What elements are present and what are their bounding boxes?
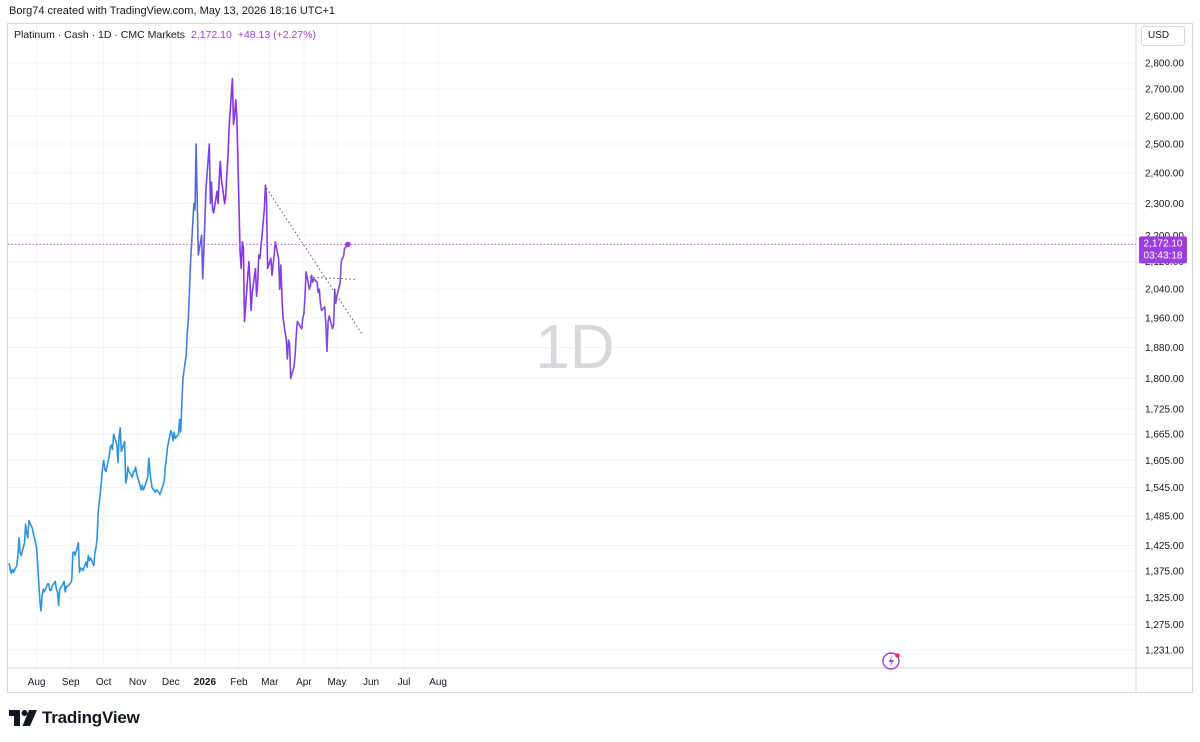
x-tick-label: Feb: [230, 677, 248, 688]
y-tick-label: 1,485.00: [1145, 511, 1184, 522]
price-tag-countdown: 03:43:18: [1144, 250, 1183, 261]
last-price-dot: [345, 241, 351, 248]
grid-lines: [8, 24, 1136, 668]
tradingview-wordmark: TradingView: [42, 708, 140, 727]
price-series: [8, 77, 349, 612]
symbol-legend[interactable]: Platinum · Cash · 1D · CMC Markets 2,172.…: [14, 29, 316, 41]
y-tick-label: 2,040.00: [1145, 285, 1184, 296]
interval-watermark: 1D: [535, 313, 614, 382]
price-tag-value: 2,172.10: [1144, 238, 1183, 249]
y-tick-label: 1,880.00: [1145, 343, 1184, 354]
price-tag: [1139, 236, 1187, 264]
x-tick-label: 2026: [194, 677, 217, 688]
chart-attribution: Borg74 created with TradingView.com, May…: [9, 5, 336, 17]
x-tick-label: Dec: [162, 677, 180, 688]
x-tick-label: Nov: [129, 677, 147, 688]
y-tick-label: 1,605.00: [1145, 456, 1184, 467]
tradingview-logo[interactable]: TradingView: [9, 707, 140, 729]
tradingview-logo-icon: [9, 710, 37, 726]
x-tick-label: Aug: [28, 677, 46, 688]
y-tick-label: 1,231.00: [1145, 645, 1184, 656]
y-tick-label: 2,500.00: [1145, 140, 1184, 151]
y-tick-label: 1,375.00: [1145, 566, 1184, 577]
y-tick-label: 1,325.00: [1145, 593, 1184, 604]
x-tick-label: Aug: [429, 677, 447, 688]
trendline[interactable]: [266, 187, 363, 335]
legend-change: +48.13 (+2.27%): [237, 29, 317, 41]
x-tick-label: Oct: [96, 677, 112, 688]
y-tick-label: 2,300.00: [1145, 199, 1184, 210]
y-tick-label: 1,960.00: [1145, 313, 1184, 324]
y-tick-label: 1,800.00: [1145, 374, 1184, 385]
alert-icon[interactable]: [882, 652, 900, 670]
y-tick-label: 1,275.00: [1145, 620, 1184, 631]
currency-button[interactable]: USD: [1141, 26, 1185, 46]
time-axis: Aug Sep Oct Nov Dec 2026 Feb Mar Apr May Jun Jul Aug: [28, 677, 447, 688]
price-axis: 2,800.00 2,700.00 2,600.00 2,500.00 2,400.00…: [8, 24, 1192, 692]
x-tick-label: Jun: [363, 677, 379, 688]
x-tick-label: Jul: [398, 677, 411, 688]
y-tick-label: 2,600.00: [1145, 112, 1184, 123]
y-tick-label: 1,545.00: [1145, 483, 1184, 494]
price-line[interactable]: [8, 77, 349, 612]
y-tick-label: 2,200.00: [1145, 231, 1184, 242]
y-tick-label: 1,665.00: [1145, 430, 1184, 441]
y-tick-label: 2,400.00: [1145, 169, 1184, 180]
legend-last-value: 2,172.10: [190, 29, 232, 41]
x-tick-label: Apr: [296, 677, 312, 688]
y-tick-label: 1,725.00: [1145, 404, 1184, 415]
symbol-title: Platinum · Cash · 1D · CMC Markets: [14, 29, 185, 41]
y-tick-label: 2,700.00: [1145, 85, 1184, 96]
chart-frame: [7, 23, 1193, 693]
x-tick-label: May: [327, 677, 346, 688]
y-tick-label: 2,800.00: [1145, 59, 1184, 70]
y-tick-label: 1,425.00: [1145, 541, 1184, 552]
x-tick-label: Sep: [62, 677, 80, 688]
trendlines: [266, 187, 363, 335]
trendline[interactable]: [309, 276, 357, 280]
x-tick-label: Mar: [261, 677, 279, 688]
